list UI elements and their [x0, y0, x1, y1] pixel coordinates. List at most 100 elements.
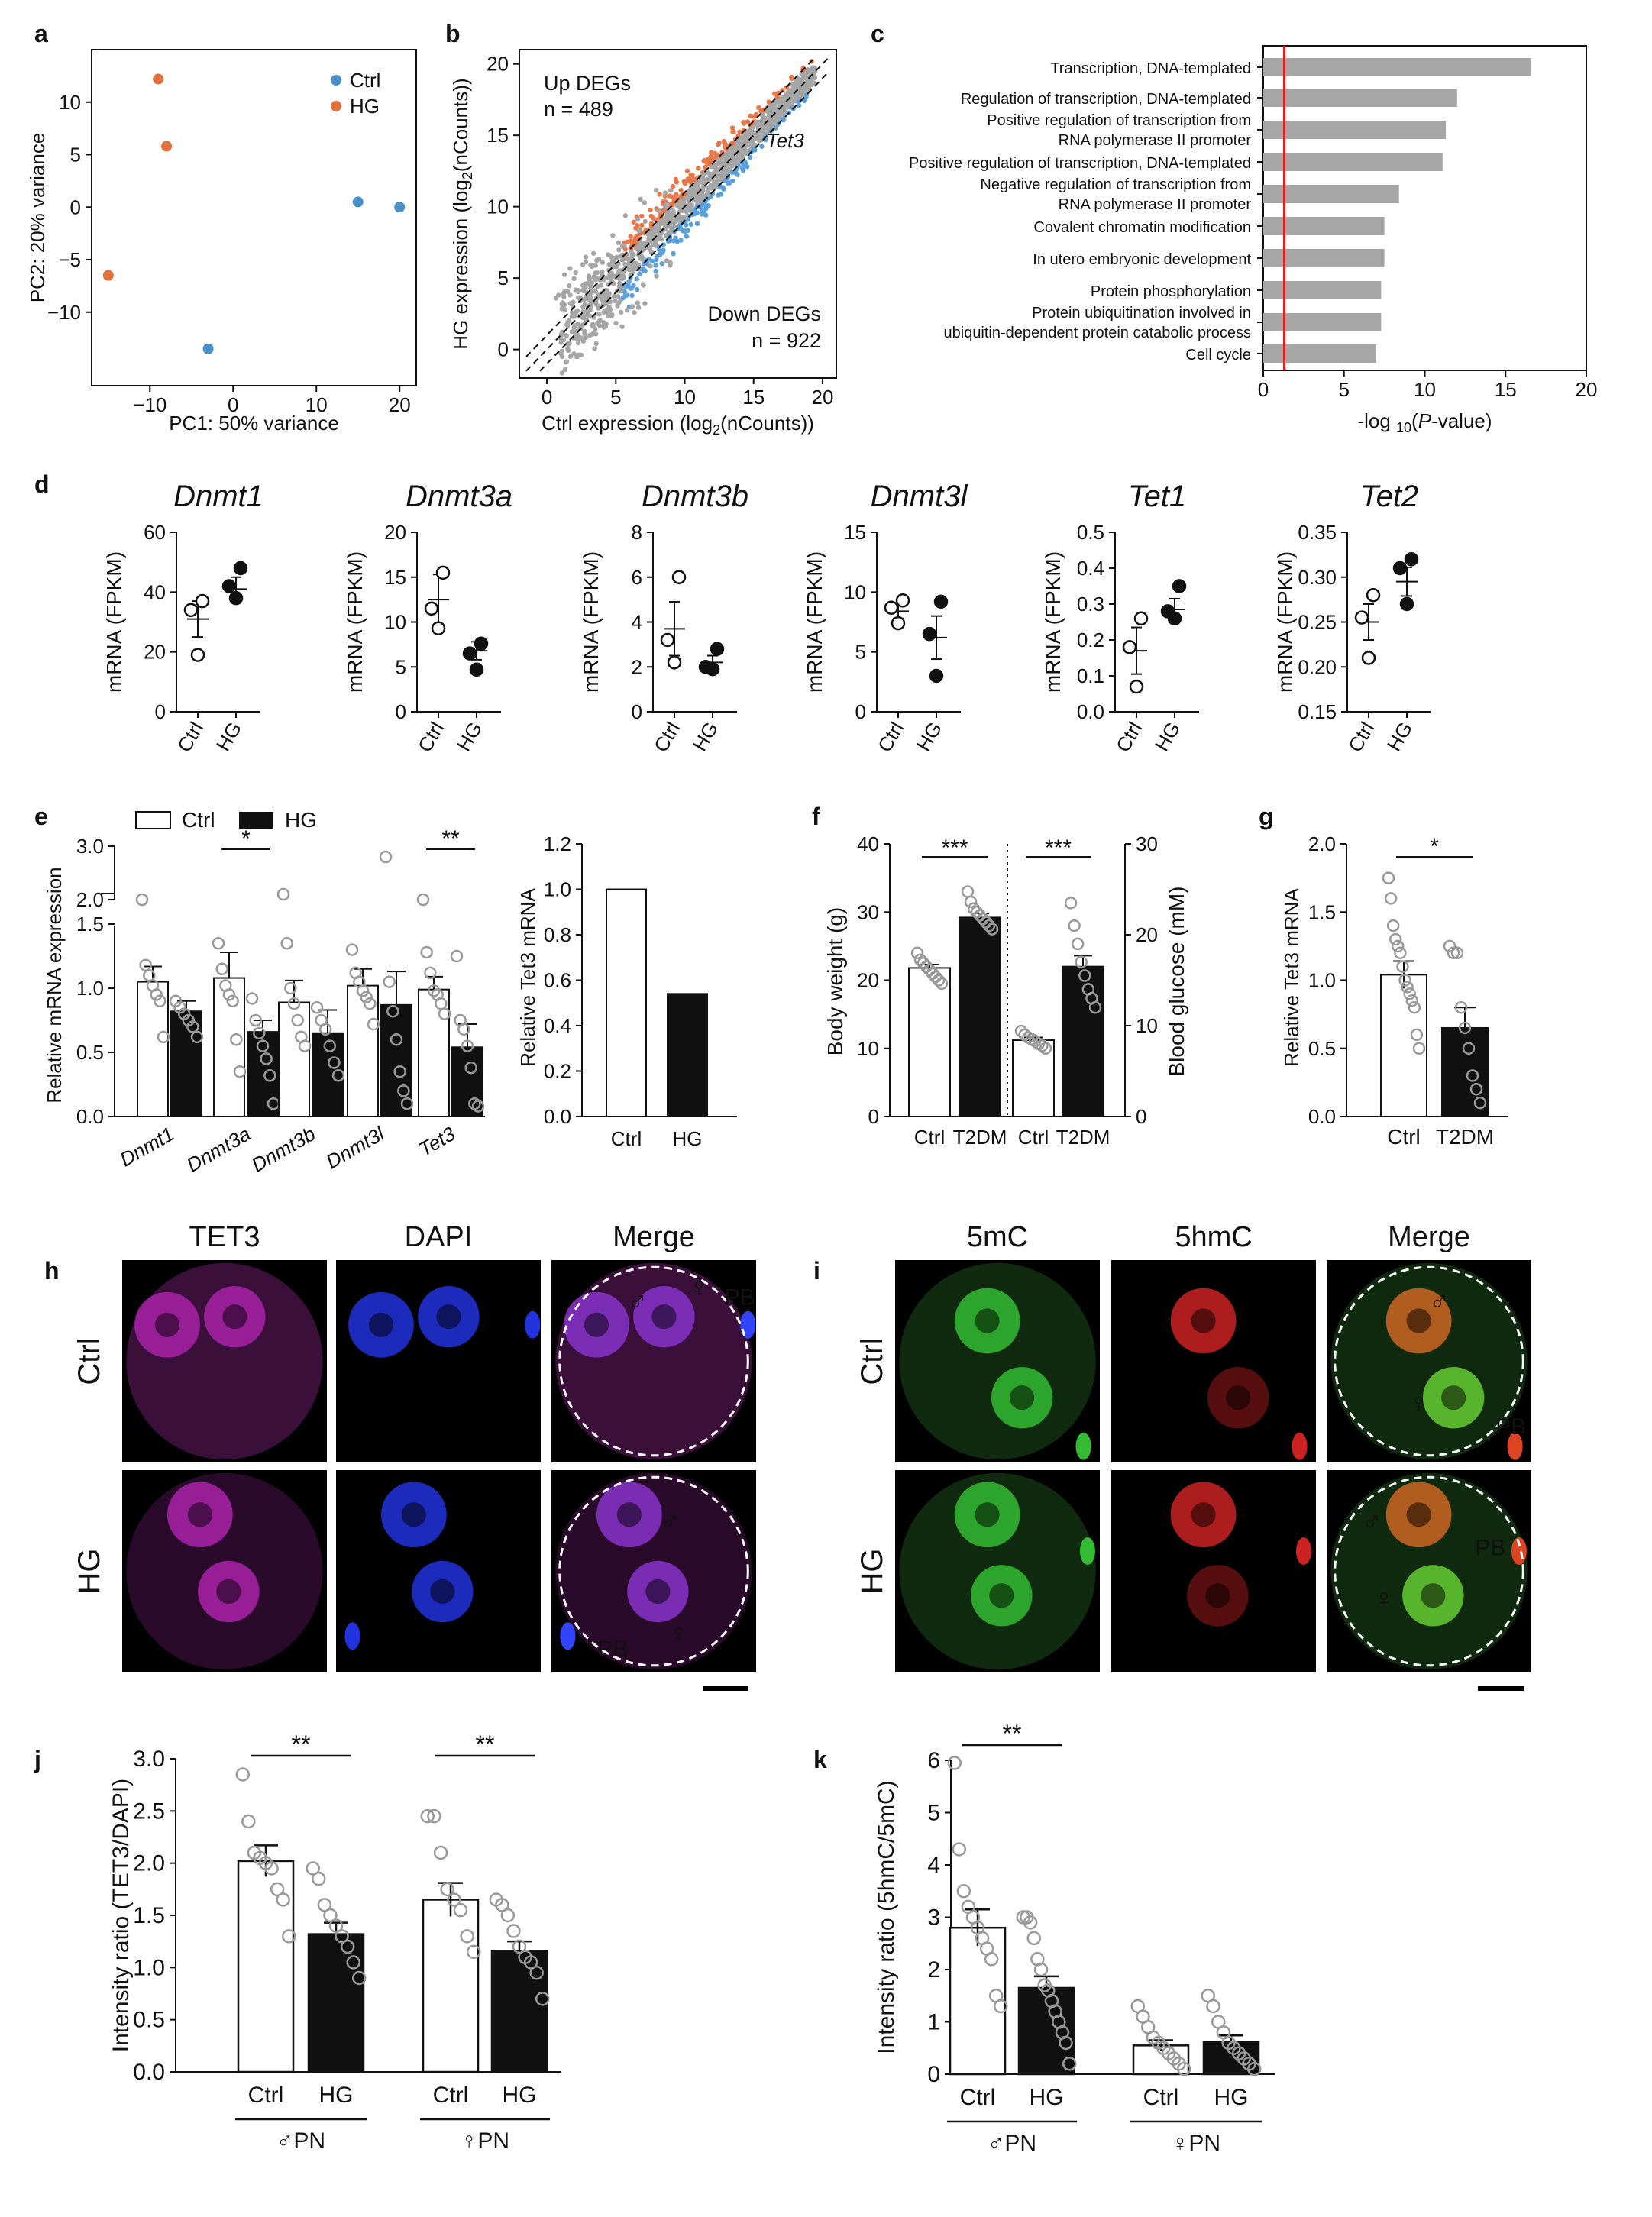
gene-point — [671, 250, 676, 257]
gene-point — [723, 151, 729, 157]
go-term-bar — [1263, 121, 1446, 139]
significance-mark-j: ** — [292, 1731, 311, 1758]
gene-point — [664, 202, 670, 207]
gene-point — [741, 119, 746, 125]
legend-marker-a — [331, 101, 341, 111]
data-point-g — [1473, 1096, 1487, 1110]
fold-line-up-b — [525, 56, 816, 357]
gene-point — [648, 263, 653, 269]
gene-point — [583, 254, 589, 260]
gene-point — [674, 179, 679, 185]
gene-point — [618, 254, 624, 259]
y-tick-label-e: 2.0 — [76, 888, 104, 911]
gene-point — [797, 82, 802, 89]
data-point-e — [222, 988, 236, 1001]
column-header-2: Merge — [1388, 1221, 1470, 1253]
data-point-f — [1088, 1000, 1102, 1014]
hg-point-d — [233, 561, 248, 576]
ctrl-point-d — [1133, 611, 1149, 626]
y-tick-label-d: 8 — [632, 521, 642, 544]
gene-point — [639, 222, 645, 228]
gene-point — [619, 286, 625, 291]
gene-point — [737, 146, 742, 151]
gene-point — [592, 346, 597, 351]
y-tick-label-j: 1.5 — [133, 1903, 165, 1928]
x-axis-label-a: PC1: 50% variance — [169, 412, 339, 435]
data-point-g — [1466, 1069, 1479, 1082]
data-point-e — [139, 958, 152, 972]
gene-point — [567, 354, 574, 360]
data-point-k — [1026, 1931, 1041, 1946]
data-point-g — [1392, 939, 1405, 953]
gene-point — [648, 213, 655, 219]
data-point-e — [280, 936, 293, 950]
y-axis-label-d: mRNA (FPKM) — [102, 551, 126, 693]
hg-bar-e — [451, 1046, 483, 1118]
go-term-bar — [1263, 58, 1532, 76]
data-point-f — [935, 977, 949, 991]
x-tick-label-c: 5 — [1339, 378, 1350, 401]
gene-point — [735, 157, 741, 162]
gene-point — [606, 261, 612, 267]
y-tick-label-e: 0.0 — [76, 1105, 104, 1128]
hg-bar-e — [380, 1003, 412, 1117]
data-point-g — [1403, 987, 1416, 1000]
gene-point — [621, 275, 626, 280]
ctrl-point-d — [431, 621, 446, 635]
y-axis-label-e2: Relative Tet3 mRNA — [516, 888, 539, 1067]
go-term-bar — [1263, 313, 1382, 331]
data-point-j — [535, 1992, 550, 2006]
nucleolus — [1441, 1385, 1466, 1411]
gene-point — [571, 351, 577, 357]
y-axis-label-g: Relative Tet3 mRNA — [1280, 888, 1303, 1067]
y-tick-label-j: 2.5 — [133, 1798, 165, 1824]
nucleolus — [430, 1579, 455, 1605]
data-point-g — [1386, 919, 1400, 932]
gene-point — [723, 163, 729, 169]
zygote-outline — [558, 1265, 749, 1457]
data-point-k — [956, 1884, 971, 1899]
y-tick-label-a: 5 — [70, 144, 81, 166]
significance-mark-f: *** — [1045, 835, 1072, 861]
y-tick-label-d: 2 — [632, 655, 642, 678]
hg-point-d — [228, 590, 244, 606]
gene-point — [634, 286, 640, 292]
nucleolus — [584, 1312, 609, 1337]
data-point-e — [256, 1039, 270, 1052]
polar-body — [1079, 1537, 1095, 1565]
ctrl-point-d — [1354, 610, 1369, 625]
go-term-label: In utero embryonic development — [1033, 251, 1251, 268]
gene-point — [670, 216, 676, 221]
y-axis-label-d: mRNA (FPKM) — [343, 551, 367, 693]
gene-point — [667, 193, 673, 199]
y-tick-label-d: 0.15 — [1298, 700, 1337, 723]
gene-point — [674, 239, 680, 244]
gene-point — [626, 279, 632, 284]
y-tick-label-e2: 0.6 — [544, 969, 571, 992]
gene-point — [625, 256, 631, 261]
gene-point — [565, 347, 571, 354]
gene-point — [805, 82, 810, 88]
data-point-g — [1401, 981, 1414, 994]
data-point-e — [323, 1039, 337, 1052]
gene-point — [567, 292, 573, 298]
polar-body — [740, 1310, 756, 1339]
gene-point — [729, 125, 735, 131]
gene-point — [743, 161, 748, 166]
nucleolus — [1406, 1502, 1431, 1527]
gene-point — [654, 257, 659, 263]
micrograph-hg-2: ♂ ♀ PB — [551, 1470, 756, 1672]
data-point-e — [345, 943, 359, 956]
y-axis-label-j: Intensity ratio (TET3/DAPI) — [108, 1779, 134, 2052]
x-tick-label-e: Dnmt3b — [247, 1122, 319, 1177]
hg-point-d — [705, 661, 720, 677]
female-pronucleus-label: ♀ — [1374, 1582, 1395, 1614]
y-axis-label-d: mRNA (FPKM) — [803, 551, 826, 693]
gene-point — [689, 177, 694, 183]
data-point-k — [952, 1842, 967, 1857]
gene-point — [657, 232, 663, 238]
x-tick-label-f: T2DM — [953, 1126, 1007, 1149]
go-term-label: ubiquitin-dependent protein catabolic pr… — [944, 325, 1252, 341]
data-point-e — [260, 1052, 273, 1065]
